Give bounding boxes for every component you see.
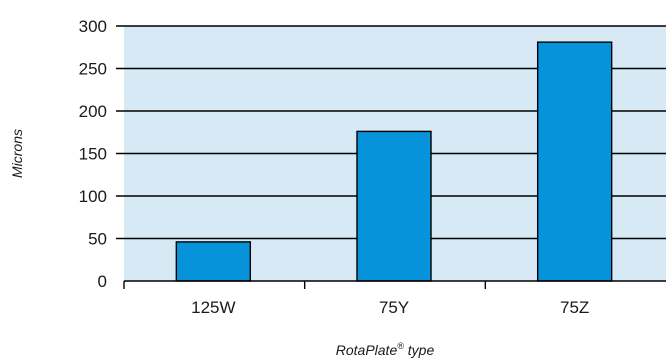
bar-75Z <box>536 41 613 282</box>
x-tick-label-75Y: 75Y <box>379 298 409 317</box>
x-tick-label-125W: 125W <box>191 298 235 317</box>
bars <box>175 41 613 282</box>
y-tick-label-300: 300 <box>79 17 107 36</box>
y-tick-labels: 0 50 100 150 200 250 300 <box>79 17 107 291</box>
x-axis-title-registered-mark: ® <box>397 341 404 351</box>
bar-75Y <box>356 130 432 282</box>
bar-125W <box>175 241 252 282</box>
axes <box>123 280 666 289</box>
y-axis-title: Microns <box>9 129 25 178</box>
x-axis-title-main: RotaPlate <box>336 342 398 358</box>
y-tick-label-0: 0 <box>98 272 107 291</box>
x-axis-title: RotaPlate® type <box>336 341 435 358</box>
y-tick-label-150: 150 <box>79 145 107 164</box>
y-tick-label-250: 250 <box>79 60 107 79</box>
y-tick-label-200: 200 <box>79 102 107 121</box>
x-tick-labels: 125W 75Y 75Z <box>191 298 589 317</box>
y-tick-label-50: 50 <box>88 230 107 249</box>
y-tick-label-100: 100 <box>79 187 107 206</box>
x-axis-title-tail: type <box>404 342 435 358</box>
x-tick-label-75Z: 75Z <box>560 298 589 317</box>
